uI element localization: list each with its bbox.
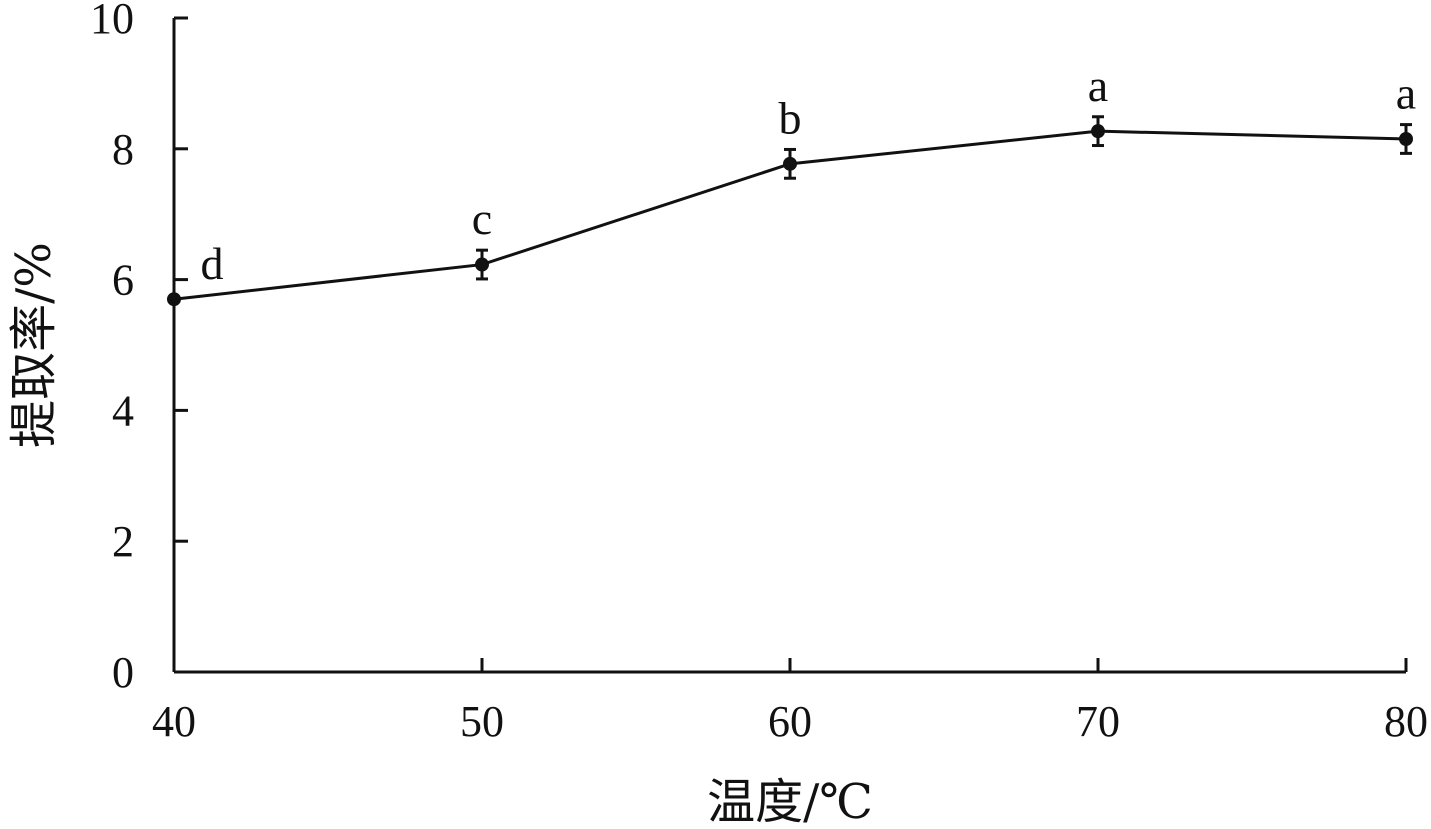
significance-label: a bbox=[1396, 68, 1416, 119]
y-tick-label: 2 bbox=[112, 517, 134, 566]
significance-label: d bbox=[201, 238, 224, 289]
x-tick-label: 40 bbox=[152, 697, 196, 746]
data-point bbox=[167, 292, 181, 307]
significance-label: a bbox=[1088, 60, 1108, 111]
y-tick-label: 6 bbox=[112, 256, 134, 305]
y-tick-label: 4 bbox=[112, 386, 134, 435]
data-point bbox=[783, 156, 797, 171]
y-tick-label: 8 bbox=[112, 125, 134, 174]
data-point bbox=[1399, 131, 1413, 146]
y-axis-title: 提取率/% bbox=[6, 242, 62, 448]
ticks: 0 2 4 6 8 10 40 50 60 70 80 bbox=[90, 0, 1428, 746]
significance-label: c bbox=[472, 193, 492, 244]
x-tick-label: 70 bbox=[1076, 697, 1120, 746]
x-tick-label: 50 bbox=[460, 697, 504, 746]
x-axis-title: 温度/℃ bbox=[707, 774, 873, 829]
significance-label: b bbox=[779, 92, 802, 143]
data-point bbox=[1091, 124, 1105, 139]
data-point bbox=[475, 257, 489, 272]
y-tick-label: 0 bbox=[112, 648, 134, 697]
y-tick-label: 10 bbox=[90, 0, 134, 43]
x-tick-label: 60 bbox=[768, 697, 812, 746]
x-tick-label: 80 bbox=[1384, 697, 1428, 746]
series: d c b a a bbox=[167, 60, 1416, 307]
